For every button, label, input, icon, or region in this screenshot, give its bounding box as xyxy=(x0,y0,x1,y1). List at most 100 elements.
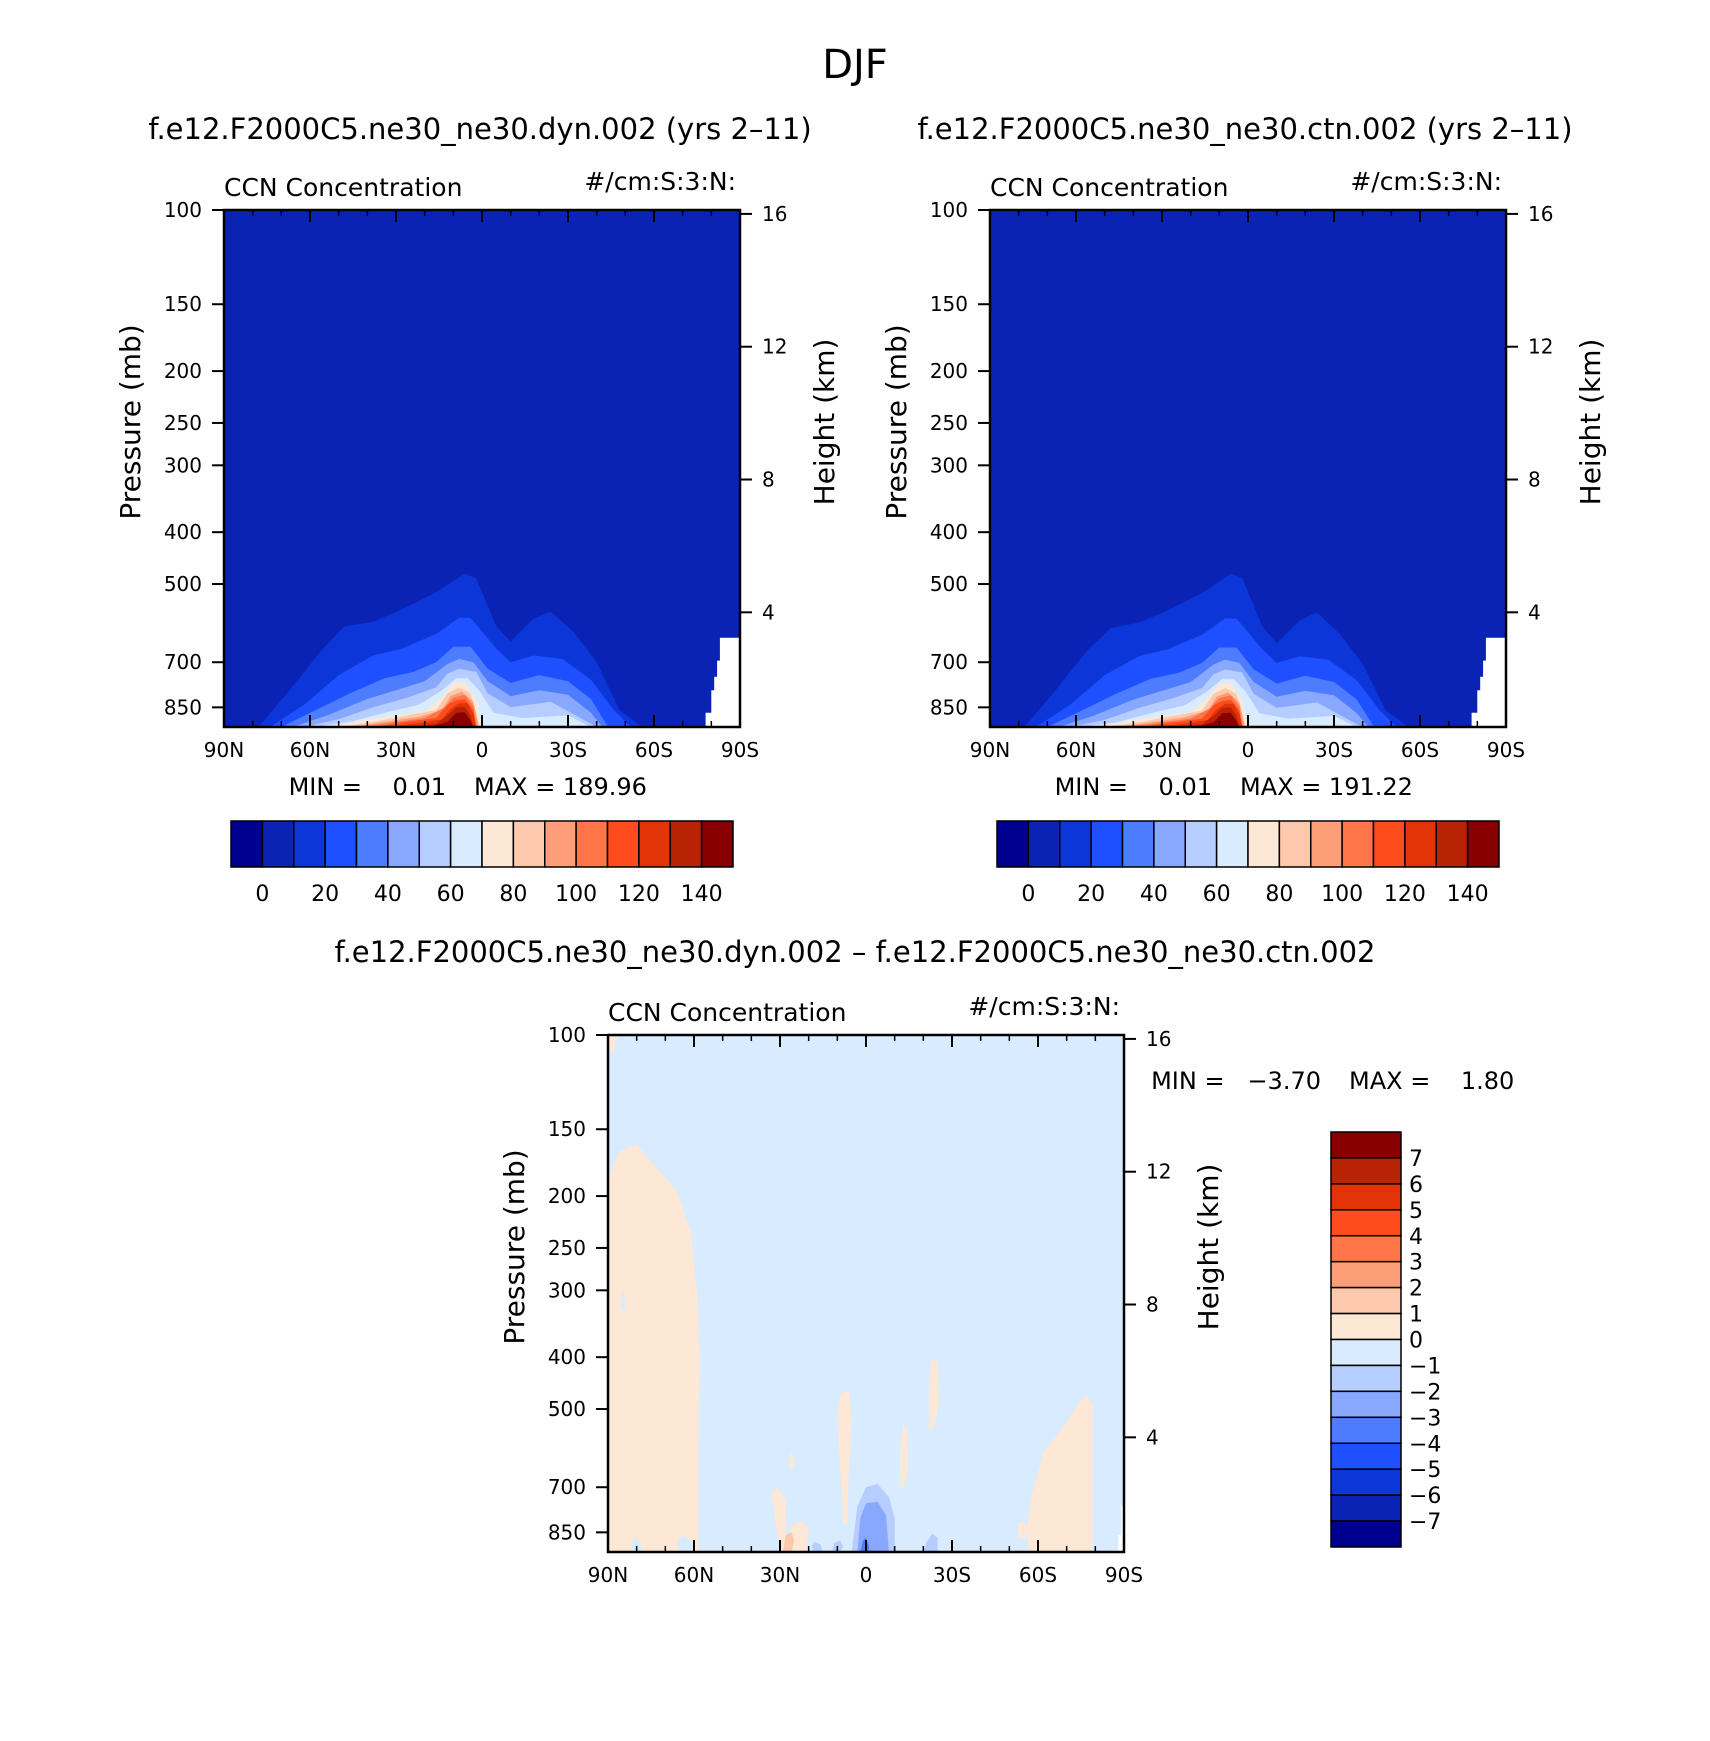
colorbar-swatch xyxy=(449,820,483,868)
colorbar-swatch xyxy=(1247,820,1281,868)
units-label: #/cm:S:3:N: xyxy=(1350,167,1502,196)
colorbar-swatch xyxy=(355,820,389,868)
colorbar-swatch xyxy=(1330,1235,1402,1263)
colorbar-swatch xyxy=(1121,820,1155,868)
missing-data-region xyxy=(705,637,740,727)
contour-region xyxy=(1026,1394,1093,1552)
colorbar-swatch xyxy=(1330,1131,1402,1159)
colorbar-swatch xyxy=(669,820,703,868)
contour-band xyxy=(990,678,1506,727)
colorbar-tick-label: 40 xyxy=(374,882,402,907)
colorbar-tick-label: 7 xyxy=(1409,1147,1423,1172)
contour-field xyxy=(224,210,740,727)
y-tick-label: 200 xyxy=(548,1184,586,1208)
y-tick-label: 200 xyxy=(930,359,968,383)
y-tick-label: 850 xyxy=(164,695,202,719)
max-value: MAX = 191.22 xyxy=(1240,773,1413,801)
colorbar-swatch xyxy=(230,820,264,868)
y-tick-label: 100 xyxy=(930,198,968,222)
colorbar-tick-label: 20 xyxy=(1077,882,1105,907)
max-value: MAX = 1.80 xyxy=(1349,1067,1514,1095)
colorbar: 0 20 40 60 80 100 120 140 xyxy=(996,820,1500,907)
x-tick-label: 0 xyxy=(476,738,489,762)
y2-tick-label: 16 xyxy=(762,202,787,226)
colorbar: 0 20 40 60 80 100 120 140 xyxy=(230,820,734,907)
y-tick-label: 300 xyxy=(930,453,968,477)
contour-region xyxy=(837,1389,852,1524)
y-tick-label: 700 xyxy=(930,650,968,674)
y2-tick-label: 8 xyxy=(1146,1293,1159,1317)
y-tick-label: 250 xyxy=(930,411,968,435)
colorbar-swatch xyxy=(606,820,640,868)
x-tick-label: 60N xyxy=(1056,738,1096,762)
variable-name: CCN Concentration xyxy=(224,173,462,202)
y-tick-label: 250 xyxy=(164,411,202,435)
min-value: MIN = 0.01 xyxy=(1055,773,1212,801)
colorbar-tick-label: −5 xyxy=(1409,1458,1441,1483)
colorbar-swatch xyxy=(1330,1312,1402,1341)
colorbar-tick-label: 80 xyxy=(499,882,527,907)
contour-band xyxy=(224,678,740,727)
colorbar-tick-label: 0 xyxy=(1021,882,1035,907)
colorbar-swatch xyxy=(638,820,671,868)
y-tick-label: 300 xyxy=(164,453,202,477)
colorbar-swatch xyxy=(1330,1338,1402,1367)
missing-data-region xyxy=(1118,1506,1124,1552)
y-tick-label: 250 xyxy=(548,1236,586,1260)
y-tick-label: 150 xyxy=(930,292,968,316)
colorbar-swatch xyxy=(1435,820,1469,868)
x-tick-label: 90N xyxy=(970,738,1010,762)
x-tick-label: 90N xyxy=(588,1563,628,1587)
colorbar-tick-label: 120 xyxy=(1384,882,1426,907)
y2-tick-label: 4 xyxy=(1528,600,1541,624)
colorbar-swatch xyxy=(700,820,734,868)
y-tick-label: 100 xyxy=(164,198,202,222)
colorbar-swatch xyxy=(1404,820,1437,868)
colorbar-swatch xyxy=(1330,1260,1402,1289)
y2-axis-label: Height (km) xyxy=(1192,1164,1225,1331)
x-tick-label: 90S xyxy=(721,738,759,762)
colorbar-swatch xyxy=(575,820,609,868)
x-tick-label: 60S xyxy=(1401,738,1439,762)
y-axis-label: Pressure (mb) xyxy=(114,324,147,519)
colorbar-swatch xyxy=(418,820,452,868)
contour-region xyxy=(1017,1521,1028,1538)
contour-region xyxy=(608,1035,620,1053)
y2-tick-label: 8 xyxy=(762,468,775,492)
colorbar-tick-label: 0 xyxy=(255,882,269,907)
x-tick-label: 30N xyxy=(376,738,416,762)
colorbar-swatch xyxy=(1330,1364,1402,1393)
y-tick-label: 700 xyxy=(164,650,202,674)
colorbar-swatch xyxy=(481,820,515,868)
y-tick-label: 150 xyxy=(164,292,202,316)
variable-name: CCN Concentration xyxy=(608,998,846,1027)
y-tick-label: 400 xyxy=(930,520,968,544)
colorbar-swatch xyxy=(1330,1209,1402,1237)
contour-region xyxy=(923,1533,938,1552)
y2-axis-label: Height (km) xyxy=(1574,339,1607,506)
y-tick-label: 850 xyxy=(548,1520,586,1544)
x-tick-label: 60N xyxy=(290,738,330,762)
colorbar-swatch xyxy=(1330,1520,1402,1548)
y-tick-label: 500 xyxy=(930,572,968,596)
y-axis-label: Pressure (mb) xyxy=(880,324,913,519)
contour-region xyxy=(771,1487,786,1552)
colorbar-tick-label: 60 xyxy=(1203,882,1231,907)
colorbar-swatch xyxy=(1466,820,1500,868)
contour-region xyxy=(929,1357,940,1432)
page-title: DJF xyxy=(822,42,888,88)
y-tick-label: 300 xyxy=(548,1278,586,1302)
colorbar-tick-label: −2 xyxy=(1409,1380,1441,1405)
contour-region xyxy=(788,1451,795,1470)
y-tick-label: 150 xyxy=(548,1117,586,1141)
colorbar-swatch xyxy=(1153,820,1186,868)
colorbar-swatch xyxy=(544,820,577,868)
colorbar-tick-label: 140 xyxy=(681,882,723,907)
units-label: #/cm:S:3:N: xyxy=(968,992,1120,1021)
y-tick-label: 200 xyxy=(164,359,202,383)
x-tick-label: 90S xyxy=(1487,738,1525,762)
colorbar-swatch xyxy=(1090,820,1124,868)
colorbar-tick-label: 3 xyxy=(1409,1251,1423,1276)
y-tick-label: 400 xyxy=(164,520,202,544)
